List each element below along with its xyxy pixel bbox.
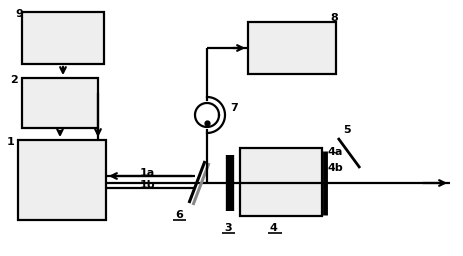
Text: 5: 5: [342, 125, 350, 135]
Bar: [18, 140, 106, 220]
Text: 7: 7: [230, 103, 237, 113]
Text: 3: 3: [224, 223, 231, 233]
Text: 4: 4: [269, 223, 277, 233]
Bar: [22, 78, 98, 128]
Bar: [247, 22, 335, 74]
Text: 4b: 4b: [327, 163, 343, 173]
Text: 1a: 1a: [140, 168, 155, 178]
Bar: [239, 148, 321, 216]
Text: 1b: 1b: [140, 180, 155, 190]
Text: 9: 9: [15, 9, 23, 19]
Text: 2: 2: [10, 75, 18, 85]
Bar: [22, 12, 104, 64]
Text: 4a: 4a: [327, 147, 343, 157]
Text: 6: 6: [175, 210, 182, 220]
Text: 8: 8: [329, 13, 337, 23]
Text: 1: 1: [7, 137, 15, 147]
